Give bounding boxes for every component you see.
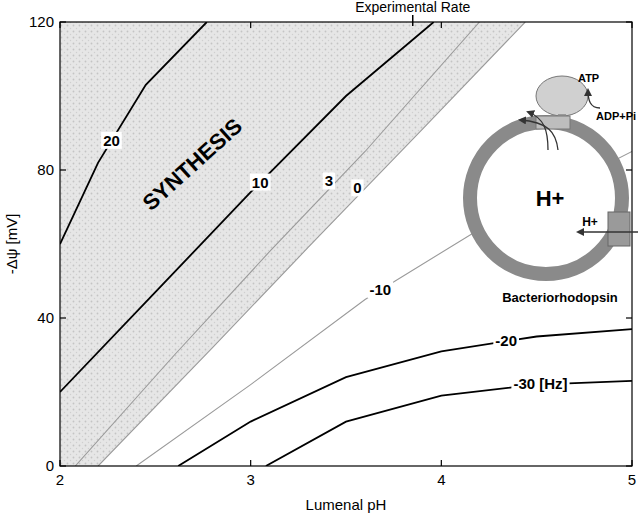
contour-line bbox=[75, 22, 479, 466]
label-patch bbox=[493, 332, 519, 349]
contour-line bbox=[178, 329, 632, 466]
contour-line bbox=[60, 22, 207, 244]
inset-label: H+ bbox=[582, 215, 598, 229]
annotation: SYNTHESIS bbox=[138, 113, 247, 215]
x-tick bbox=[631, 460, 632, 466]
contour-line bbox=[98, 22, 525, 466]
label-patch bbox=[250, 174, 271, 191]
x-tick bbox=[250, 460, 251, 466]
contour-label: 20 bbox=[103, 132, 120, 149]
inset: H+ ATP ADP+Pi H+ Bacteriorhodopsin bbox=[470, 72, 638, 305]
bacteriorhodopsin bbox=[608, 212, 630, 246]
y-tick bbox=[626, 21, 632, 22]
contour-line bbox=[60, 22, 434, 392]
proton-pump-arrow bbox=[578, 231, 638, 232]
label-patch bbox=[351, 179, 363, 196]
plot-area bbox=[60, 22, 632, 466]
x-tick-label: 2 bbox=[56, 471, 64, 488]
experimental-rate-marker bbox=[412, 15, 414, 26]
proton-arrow bbox=[520, 120, 558, 150]
x-axis-title: Lumenal pH bbox=[306, 496, 387, 513]
y-tick-label: 40 bbox=[37, 309, 54, 326]
chart: 2 3 4 5 0 40 80 120 Lumenal pH -Δψ [mV] Experiment… bbox=[0, 0, 644, 530]
y-tick bbox=[626, 317, 632, 318]
inset-label: ATP bbox=[578, 72, 599, 84]
y-tick bbox=[60, 317, 66, 318]
contour-line bbox=[136, 152, 632, 467]
x-tick-label: 3 bbox=[246, 471, 254, 488]
label-patch bbox=[511, 375, 569, 392]
label-patch bbox=[101, 132, 122, 149]
vesicle bbox=[470, 122, 622, 274]
y-axis-title: -Δψ [mV] bbox=[3, 214, 20, 275]
y-tick bbox=[626, 465, 632, 466]
y-tick-label: 80 bbox=[37, 161, 54, 178]
x-tick-label: 4 bbox=[437, 471, 445, 488]
atp-arrow bbox=[588, 90, 600, 108]
contour-label: -30 [Hz] bbox=[513, 375, 567, 392]
proton-arrow bbox=[528, 112, 548, 150]
contour-label: 0 bbox=[353, 179, 361, 196]
annotation: Experimental Rate bbox=[355, 0, 470, 15]
x-tick bbox=[59, 22, 60, 28]
inset-label: H+ bbox=[536, 186, 565, 211]
x-tick-label: 5 bbox=[628, 471, 636, 488]
contour-label: -20 bbox=[495, 332, 517, 349]
contour-line bbox=[266, 381, 632, 466]
y-tick bbox=[60, 465, 66, 466]
x-tick bbox=[59, 460, 60, 466]
x-tick bbox=[250, 22, 251, 28]
y-tick bbox=[60, 21, 66, 22]
inset-label: Bacteriorhodopsin bbox=[502, 290, 618, 305]
y-tick-label: 0 bbox=[46, 457, 54, 474]
x-tick bbox=[441, 22, 442, 28]
y-tick-label: 120 bbox=[29, 13, 54, 30]
contour-label: 3 bbox=[325, 172, 333, 189]
label-patch bbox=[323, 172, 335, 189]
label-patch bbox=[367, 281, 393, 298]
contour-label: 10 bbox=[252, 174, 269, 191]
x-tick bbox=[631, 22, 632, 28]
plot-frame bbox=[60, 22, 632, 466]
y-tick bbox=[626, 169, 632, 170]
contour-label: -10 bbox=[369, 281, 391, 298]
inset-label: ADP+Pi bbox=[596, 110, 636, 122]
atp-synthase-base bbox=[536, 116, 570, 129]
x-tick bbox=[441, 460, 442, 466]
label-patch bbox=[500, 290, 620, 305]
y-tick bbox=[60, 169, 66, 170]
